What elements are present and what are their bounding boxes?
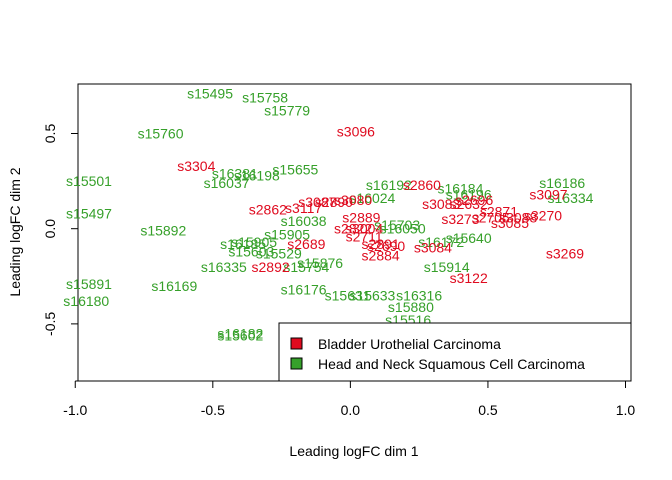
- point-label: s16335: [201, 259, 247, 275]
- point-label: s16180: [63, 293, 109, 309]
- point-label: s3084: [414, 240, 452, 256]
- legend-label-head-neck: Head and Neck Squamous Cell Carcinoma: [318, 356, 585, 372]
- point-label: s2690: [367, 238, 405, 254]
- point-label: s15880: [388, 299, 434, 315]
- point-label: s16184: [437, 181, 483, 197]
- point-label: s15703: [374, 217, 420, 233]
- x-tick-label: 0.0: [341, 402, 361, 418]
- point-label: s15779: [264, 103, 310, 119]
- point-label: s3087: [298, 194, 336, 210]
- point-label: s2822: [334, 221, 372, 237]
- point-label: s16186: [539, 175, 585, 191]
- point-label: s16169: [151, 278, 197, 294]
- point-label: s16316: [396, 287, 442, 303]
- point-label: s3117: [285, 200, 322, 216]
- point-label: s2696: [455, 192, 493, 208]
- point-label: s3304: [177, 158, 215, 174]
- point-label: s3088: [499, 209, 537, 225]
- point-label: s16024: [349, 190, 395, 206]
- point-label: s15631: [325, 287, 371, 303]
- point-label: s15754: [283, 259, 329, 275]
- point-label: s15497: [66, 205, 112, 221]
- point-label: s3269: [546, 245, 584, 261]
- point-label: s16192: [366, 177, 412, 193]
- point-label: s2632: [450, 196, 488, 212]
- point-label: s3083: [422, 196, 460, 212]
- point-label: s15633: [349, 287, 395, 303]
- y-tick-label: 0.5: [42, 124, 58, 144]
- points-layer: s15495 s15758s15779s15760s16381s16198s156…: [63, 86, 593, 344]
- point-label: s16198: [234, 167, 280, 183]
- y-axis: -0.5 0.0 0.5: [42, 124, 79, 336]
- point-label: s2892: [252, 259, 290, 275]
- point-label: s3004: [345, 221, 383, 237]
- x-tick-label: -1.0: [63, 402, 87, 418]
- point-label: s15655: [272, 162, 318, 178]
- legend-swatch-head-neck: [290, 357, 303, 370]
- legend-label-bladder: Bladder Urothelial Carcinoma: [318, 336, 501, 352]
- y-axis-label: Leading logFC dim 2: [7, 167, 23, 296]
- point-label: s3080: [334, 192, 372, 208]
- y-tick-label: 0.0: [42, 219, 58, 239]
- x-tick-label: 1.0: [616, 402, 636, 418]
- point-label: s16050: [380, 221, 426, 237]
- point-label: s2860: [403, 177, 441, 193]
- point-label: s15905: [264, 226, 310, 242]
- point-label: s15892: [140, 223, 186, 239]
- point-label: s15891: [66, 276, 112, 292]
- point-label: s16176: [281, 282, 327, 298]
- point-label: s15603: [228, 244, 274, 260]
- legend: Bladder Urothelial Carcinoma Head and Ne…: [278, 322, 632, 382]
- point-label: s15495: [187, 86, 233, 102]
- point-label: s15760: [138, 126, 184, 142]
- point-label: s15501: [66, 173, 112, 189]
- x-tick-label: -0.5: [201, 402, 225, 418]
- point-label: s15905: [231, 234, 277, 250]
- point-label: s15914: [424, 259, 470, 275]
- point-label: s3273: [441, 211, 479, 227]
- point-label: s16182: [217, 325, 263, 341]
- point-label: s2711: [346, 228, 383, 244]
- point-label: s16381: [212, 165, 258, 181]
- point-label: s2884: [362, 247, 400, 263]
- point-label: s16196: [446, 186, 492, 202]
- point-label: s2890: [315, 194, 353, 210]
- point-label: s3085: [491, 215, 529, 231]
- point-label: s2871: [480, 204, 518, 220]
- x-axis-label: Leading logFC dim 1: [289, 443, 418, 459]
- point-label: s16037: [204, 175, 250, 191]
- legend-swatch-bladder: [290, 337, 303, 350]
- point-label: s2891: [362, 236, 400, 252]
- point-label: s3097: [529, 186, 567, 202]
- x-axis: -1.0 -0.5 0.0 0.5 1.0: [63, 380, 636, 418]
- point-label: s2689: [287, 236, 325, 252]
- point-label: s15876: [297, 255, 343, 271]
- legend-box: [278, 322, 632, 382]
- point-label: s3122: [450, 270, 488, 286]
- point-label: s3270: [524, 207, 562, 223]
- point-label: s15758: [242, 89, 288, 105]
- point-label: s16334: [548, 190, 594, 206]
- point-label: s16185: [220, 236, 266, 252]
- point-label: s2889: [342, 209, 380, 225]
- point-label: s16038: [281, 213, 327, 229]
- point-label: s15640: [446, 230, 492, 246]
- point-label: s16172: [418, 234, 464, 250]
- point-label: s3096: [337, 124, 375, 140]
- point-label: s2705: [472, 209, 510, 225]
- point-label: s2862: [249, 202, 287, 218]
- y-tick-label: -0.5: [42, 312, 58, 336]
- point-label: s15529: [256, 245, 302, 261]
- x-tick-label: 0.5: [478, 402, 498, 418]
- point-label: s15602: [217, 327, 263, 343]
